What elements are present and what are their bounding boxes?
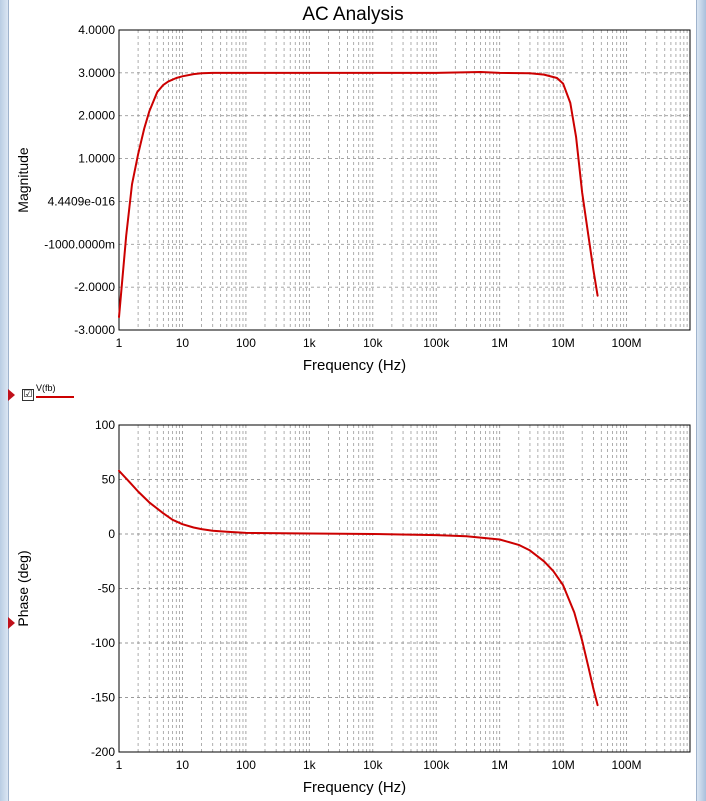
x-tick-label: 1 bbox=[116, 758, 123, 772]
y-tick-label: 100 bbox=[95, 418, 115, 432]
y-tick-label: -150 bbox=[91, 691, 115, 705]
y-tick-label: -200 bbox=[91, 745, 115, 759]
x-tick-label: 10 bbox=[176, 336, 190, 350]
x-tick-label: 100k bbox=[423, 758, 450, 772]
x-tick-label: 1 bbox=[116, 336, 123, 350]
legend-checkbox[interactable]: ☑ bbox=[22, 389, 34, 401]
cursor-marker-top[interactable] bbox=[8, 389, 15, 401]
x-tick-label: 10 bbox=[176, 758, 190, 772]
cursor-marker-bottom[interactable] bbox=[8, 617, 15, 629]
y-tick-label: 0 bbox=[108, 527, 115, 541]
y-tick-label: 2.0000 bbox=[78, 109, 115, 123]
x-tick-label: 100 bbox=[236, 758, 256, 772]
x-tick-label: 1M bbox=[491, 336, 508, 350]
x-tick-label: 10k bbox=[363, 758, 383, 772]
y-tick-label: -50 bbox=[98, 582, 116, 596]
magnitude-y-axis-label: Magnitude bbox=[15, 147, 31, 213]
x-tick-label: 1k bbox=[303, 758, 317, 772]
chart-title: AC Analysis bbox=[302, 4, 403, 25]
magnitude-trace-line bbox=[118, 71, 599, 319]
legend[interactable]: ☑ V(fb) bbox=[20, 383, 90, 403]
legend-swatch bbox=[36, 396, 74, 398]
phase-x-axis-label: Frequency (Hz) bbox=[303, 779, 406, 796]
y-tick-label: 4.4409e-016 bbox=[48, 194, 116, 208]
y-tick-label: -1000.0000m bbox=[44, 237, 115, 251]
y-tick-label: 1.0000 bbox=[78, 152, 115, 166]
x-tick-label: 1k bbox=[303, 336, 317, 350]
phase-trace-line bbox=[118, 469, 599, 707]
y-tick-label: 4.0000 bbox=[78, 23, 115, 37]
x-tick-label: 1M bbox=[491, 758, 508, 772]
y-tick-label: -3.0000 bbox=[74, 323, 115, 337]
window-right-border[interactable] bbox=[696, 0, 706, 801]
x-tick-label: 100 bbox=[236, 336, 256, 350]
y-tick-label: 50 bbox=[102, 473, 116, 487]
magnitude-frame bbox=[118, 29, 691, 331]
magnitude-plot-area bbox=[119, 30, 690, 330]
x-tick-label: 10M bbox=[551, 758, 574, 772]
x-tick-label: 10k bbox=[363, 336, 383, 350]
magnitude-x-axis-label: Frequency (Hz) bbox=[303, 357, 406, 374]
phase-panel: 1 10 100 1k 10k 100k 1M 10M 100M 100 50 0 -50 -100 -15… bbox=[15, 418, 691, 796]
magnitude-panel: 1 10 100 1k 10k 100k 1M 10M 100M 4.0000 3.0000 2.00… bbox=[15, 23, 691, 374]
y-tick-label: -100 bbox=[91, 636, 115, 650]
x-tick-label: 100M bbox=[612, 758, 642, 772]
legend-series-label: V(fb) bbox=[36, 383, 56, 393]
y-tick-label: 3.0000 bbox=[78, 66, 115, 80]
y-tick-label: -2.0000 bbox=[74, 280, 115, 294]
x-tick-label: 100k bbox=[423, 336, 450, 350]
phase-frame bbox=[118, 424, 691, 753]
phase-y-axis-label: Phase (deg) bbox=[15, 550, 31, 626]
x-tick-label: 10M bbox=[551, 336, 574, 350]
x-tick-label: 100M bbox=[612, 336, 642, 350]
